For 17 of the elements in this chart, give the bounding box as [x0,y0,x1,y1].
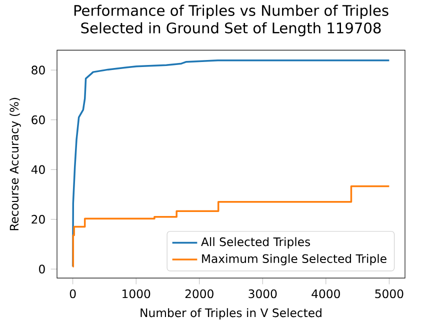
chart-title: Performance of Triples vs Number of Triples Selected in Ground Set of Length 119708 [74,4,388,36]
x-tick-label: 4000 [312,289,340,298]
x-tick-label: 0 [70,289,76,298]
y-tick-label: 0 [39,264,45,274]
x-tick-label: 2000 [185,289,214,298]
x-tick-label: 5000 [375,289,404,298]
y-axis-title: Recourse Accuracy (%) [10,98,21,230]
legend-label: All Selected Triples [201,237,310,248]
y-tick-label: 60 [32,115,45,124]
legend-label: Maximum Single Selected Triple [202,254,386,266]
line-series [72,59,390,268]
x-axis-title: Number of Triples in V Selected [140,308,322,320]
x-tick-label: 3000 [248,289,277,298]
x-tick-label: 1000 [122,289,150,298]
y-tick-label: 40 [31,165,45,174]
y-tick-label: 80 [32,66,45,74]
y-tick-label: 20 [32,214,45,224]
